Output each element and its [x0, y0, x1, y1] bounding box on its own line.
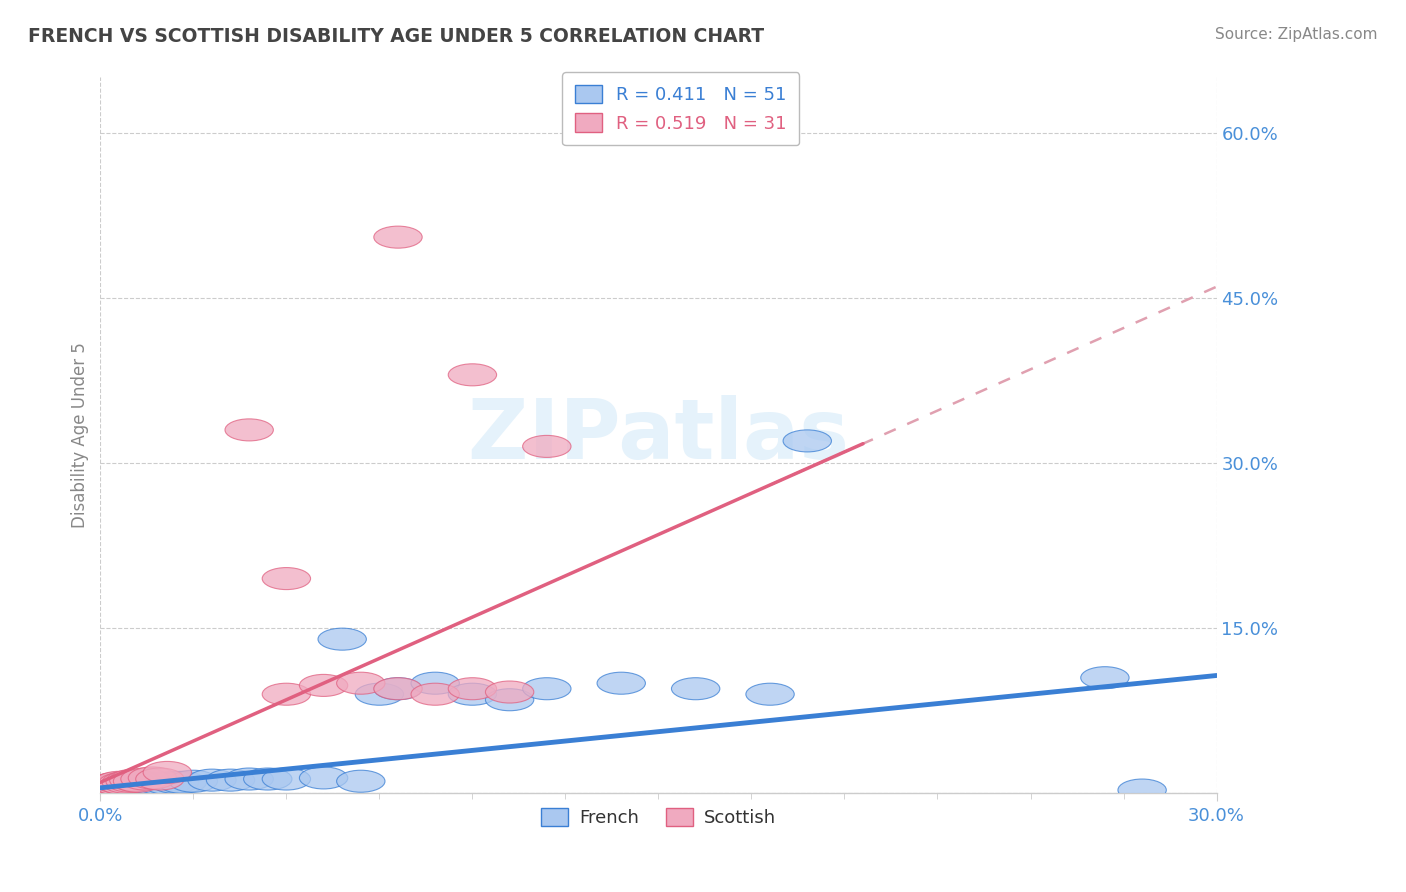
Ellipse shape: [121, 768, 169, 790]
Ellipse shape: [83, 779, 132, 801]
Ellipse shape: [80, 777, 128, 799]
Legend: French, Scottish: French, Scottish: [534, 801, 783, 834]
Ellipse shape: [225, 768, 273, 790]
Ellipse shape: [207, 769, 254, 791]
Ellipse shape: [374, 678, 422, 699]
Ellipse shape: [87, 773, 136, 796]
Ellipse shape: [485, 689, 534, 711]
Ellipse shape: [449, 364, 496, 386]
Ellipse shape: [94, 773, 143, 796]
Ellipse shape: [114, 773, 162, 796]
Ellipse shape: [157, 772, 207, 793]
Ellipse shape: [103, 772, 150, 793]
Ellipse shape: [91, 772, 139, 795]
Ellipse shape: [121, 773, 169, 796]
Ellipse shape: [87, 778, 136, 800]
Ellipse shape: [91, 777, 139, 799]
Ellipse shape: [143, 762, 191, 783]
Ellipse shape: [94, 778, 143, 800]
Ellipse shape: [110, 774, 157, 797]
Ellipse shape: [98, 776, 146, 797]
Ellipse shape: [91, 774, 139, 797]
Ellipse shape: [83, 777, 132, 799]
Ellipse shape: [449, 683, 496, 706]
Ellipse shape: [225, 419, 273, 441]
Ellipse shape: [169, 770, 218, 792]
Ellipse shape: [80, 778, 128, 800]
Ellipse shape: [87, 776, 136, 797]
Ellipse shape: [80, 778, 128, 800]
Ellipse shape: [136, 768, 184, 790]
Ellipse shape: [105, 770, 155, 792]
Ellipse shape: [485, 681, 534, 703]
Ellipse shape: [98, 773, 146, 796]
Ellipse shape: [87, 774, 136, 797]
Ellipse shape: [188, 769, 236, 791]
Text: Source: ZipAtlas.com: Source: ZipAtlas.com: [1215, 27, 1378, 42]
Ellipse shape: [80, 776, 128, 797]
Ellipse shape: [128, 767, 177, 789]
Ellipse shape: [356, 683, 404, 706]
Ellipse shape: [150, 772, 198, 793]
Ellipse shape: [87, 776, 136, 797]
Ellipse shape: [374, 678, 422, 699]
Ellipse shape: [523, 678, 571, 699]
Ellipse shape: [143, 772, 191, 795]
Ellipse shape: [110, 769, 157, 791]
Ellipse shape: [299, 674, 347, 697]
Ellipse shape: [783, 430, 831, 452]
Ellipse shape: [136, 772, 184, 795]
Ellipse shape: [94, 774, 143, 797]
Ellipse shape: [262, 768, 311, 790]
Ellipse shape: [411, 683, 460, 706]
Text: ZIPat​las: ZIPat​las: [468, 395, 849, 476]
Ellipse shape: [91, 774, 139, 797]
Ellipse shape: [80, 779, 128, 801]
Ellipse shape: [262, 683, 311, 706]
Ellipse shape: [336, 673, 385, 694]
Ellipse shape: [449, 678, 496, 699]
Ellipse shape: [336, 770, 385, 792]
Ellipse shape: [299, 767, 347, 789]
Ellipse shape: [262, 567, 311, 590]
Ellipse shape: [243, 768, 292, 790]
Ellipse shape: [523, 435, 571, 458]
Ellipse shape: [128, 772, 177, 795]
Ellipse shape: [103, 776, 150, 797]
Ellipse shape: [91, 776, 139, 797]
Ellipse shape: [598, 673, 645, 694]
Ellipse shape: [87, 777, 136, 799]
Ellipse shape: [318, 628, 367, 650]
Ellipse shape: [83, 778, 132, 800]
Ellipse shape: [98, 772, 146, 795]
Ellipse shape: [745, 683, 794, 706]
Ellipse shape: [94, 776, 143, 797]
Ellipse shape: [672, 678, 720, 699]
Ellipse shape: [83, 774, 132, 797]
Text: FRENCH VS SCOTTISH DISABILITY AGE UNDER 5 CORRELATION CHART: FRENCH VS SCOTTISH DISABILITY AGE UNDER …: [28, 27, 765, 45]
Ellipse shape: [1118, 779, 1167, 801]
Y-axis label: Disability Age Under 5: Disability Age Under 5: [72, 343, 89, 528]
Ellipse shape: [103, 773, 150, 796]
Ellipse shape: [105, 774, 155, 797]
Ellipse shape: [83, 776, 132, 797]
Ellipse shape: [94, 772, 143, 793]
Ellipse shape: [83, 777, 132, 799]
Ellipse shape: [411, 673, 460, 694]
Ellipse shape: [114, 770, 162, 792]
Ellipse shape: [1081, 666, 1129, 689]
Ellipse shape: [374, 227, 422, 248]
